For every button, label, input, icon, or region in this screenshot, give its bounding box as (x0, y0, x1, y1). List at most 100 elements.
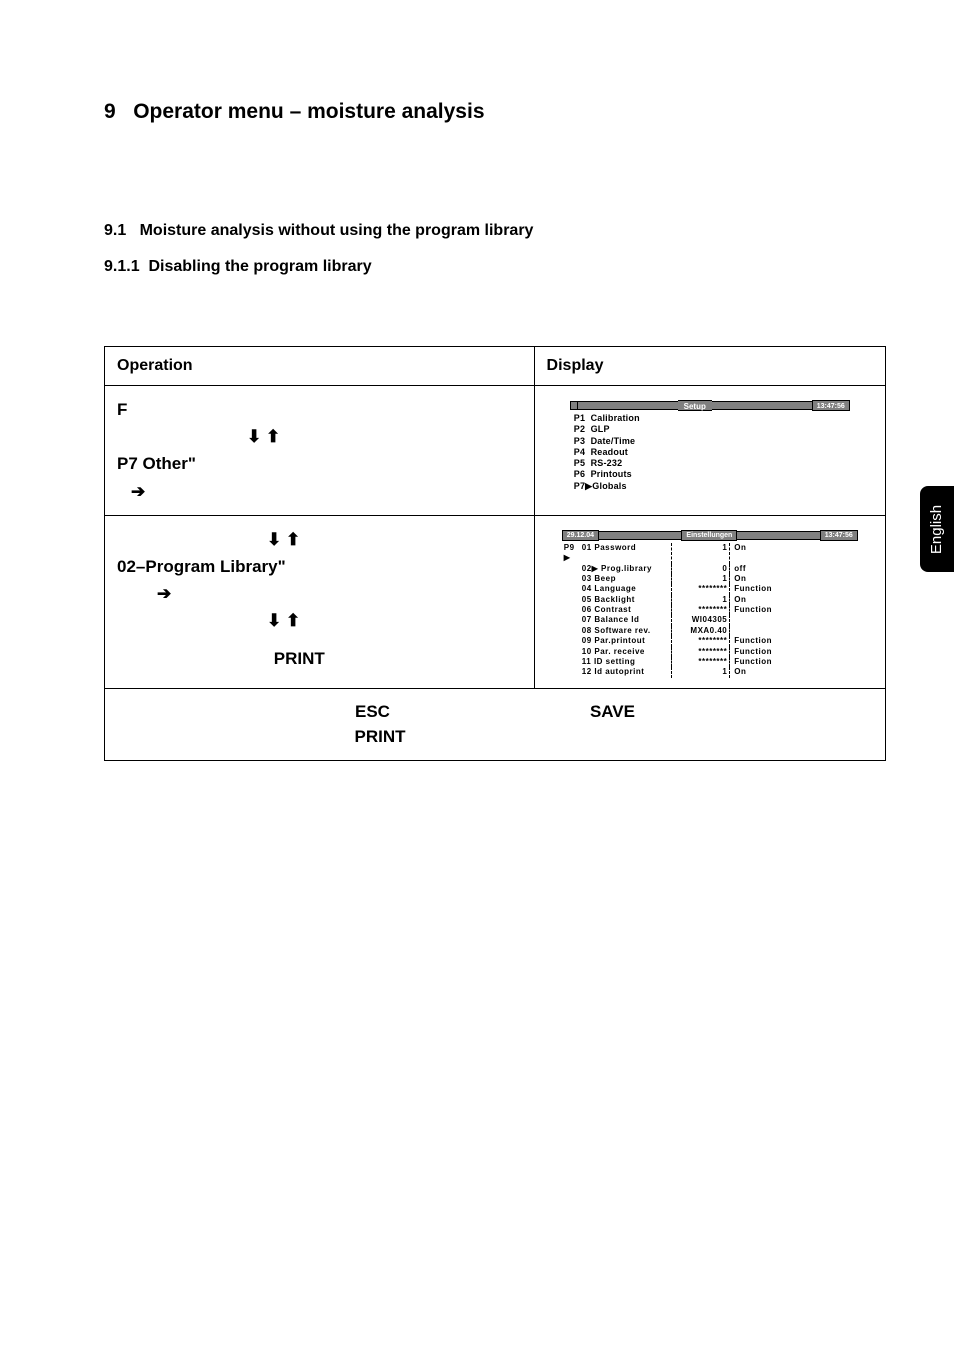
lcd2-table: P9 ▶01 Password1On02▶ Prog.library0off03… (562, 543, 858, 678)
lcd2-row: 09 Par.printout********Function (562, 636, 858, 646)
lcd2-label: 03 Beep (580, 574, 672, 584)
op3-print: PRINT (355, 727, 406, 746)
lcd2-prefix (562, 595, 580, 605)
lcd1-body: P1 Calibration P2 GLP P3 Date/Time P4 Re… (570, 411, 850, 492)
lcd2-prefix (562, 564, 580, 574)
lcd2-right (730, 615, 858, 625)
lcd2-value: 1 (672, 667, 730, 677)
lcd1-title: Setup (678, 400, 712, 411)
lcd2-right: On (730, 543, 858, 564)
lcd2-value: ******** (672, 636, 730, 646)
lcd2-row: 11 ID setting********Function (562, 657, 858, 667)
lcd2-value: ******** (672, 647, 730, 657)
lcd2-row: 08 Software rev.MXA0.40 (562, 626, 858, 636)
lcd2-title: Einstellungen (681, 530, 737, 541)
op2-arrow-right: ➔ (157, 584, 171, 603)
op3-esc: ESC (355, 699, 390, 725)
lcd2-right: On (730, 595, 858, 605)
lcd1-bar (570, 401, 578, 410)
lcd2-row: 02▶ Prog.library0off (562, 564, 858, 574)
lcd2-body: P9 ▶01 Password1On02▶ Prog.library0off03… (562, 541, 858, 678)
lcd2-row: 03 Beep1On (562, 574, 858, 584)
op2-arrows2: ⬇ ⬆ (267, 611, 300, 630)
lcd2-label: 08 Software rev. (580, 626, 672, 636)
lcd1-line: P4 Readout (574, 447, 850, 458)
lcd2-fill (599, 531, 681, 540)
lcd2-prefix (562, 657, 580, 667)
lcd2-prefix (562, 626, 580, 636)
lcd2-label: 01 Password (580, 543, 672, 564)
lcd-screen-1: Setup 13:47:56 P1 Calibration P2 GLP P3 … (570, 400, 850, 492)
lcd2-right: On (730, 574, 858, 584)
subsub-number: 9.1.1 (104, 258, 140, 275)
display-cell-1: Setup 13:47:56 P1 Calibration P2 GLP P3 … (534, 386, 885, 516)
lcd2-value: ******** (672, 584, 730, 594)
lcd2-label: 04 Language (580, 584, 672, 594)
op-cell-3: ESC SAVE PRINT (105, 688, 886, 760)
lcd2-value: ******** (672, 605, 730, 615)
subsub-title: 9.1.1 Disabling the program library (104, 258, 886, 276)
lcd2-right: Function (730, 605, 858, 615)
lcd2-row: P9 ▶01 Password1On (562, 543, 858, 564)
lcd2-row: 04 Language********Function (562, 584, 858, 594)
section-title: 9 Operator menu – moisture analysis (104, 100, 886, 124)
lcd2-right: Function (730, 657, 858, 667)
lcd1-time: 13:47:56 (812, 400, 850, 411)
col-header-display: Display (534, 347, 885, 386)
lcd2-value: ******** (672, 657, 730, 667)
lcd2-prefix (562, 667, 580, 677)
lcd2-label: 06 Contrast (580, 605, 672, 615)
lcd2-row: 12 Id autoprint1On (562, 667, 858, 677)
lcd2-time: 13:47:56 (820, 530, 858, 541)
lcd2-right (730, 626, 858, 636)
lcd2-value: MXA0.40 (672, 626, 730, 636)
lcd2-value: 1 (672, 543, 730, 564)
language-tab: English (920, 486, 954, 572)
lcd2-right: Function (730, 636, 858, 646)
op-cell-1: F ⬇ ⬆ P7 Other" ➔ (105, 386, 535, 516)
op2-arrows1: ⬇ ⬆ (267, 530, 300, 549)
col-header-operation: Operation (105, 347, 535, 386)
lcd2-prefix (562, 574, 580, 584)
display-cell-2: 29.12.04 Einstellungen 13:47:56 P9 ▶01 P… (534, 515, 885, 688)
op2-proglib: 02–Program Library" (117, 553, 522, 580)
lcd2-date: 29.12.04 (562, 530, 599, 541)
sub-title: 9.1 Moisture analysis without using the … (104, 222, 886, 240)
lcd1-bar-fill (578, 401, 678, 410)
lcd2-label: 10 Par. receive (580, 647, 672, 657)
lcd2-label: 09 Par.printout (580, 636, 672, 646)
op1-arrows: ⬇ ⬆ (247, 427, 280, 446)
lcd2-value: 0 (672, 564, 730, 574)
lcd2-right: On (730, 667, 858, 677)
operations-table: Operation Display F ⬇ ⬆ P7 Other" ➔ Setu… (104, 346, 886, 761)
op1-key-f: F (117, 396, 522, 423)
lcd2-fill (737, 531, 819, 540)
op1-p7: P7 Other" (117, 450, 522, 477)
sub-number: 9.1 (104, 222, 126, 239)
op1-arrow-right: ➔ (131, 482, 145, 501)
op3-save: SAVE (590, 699, 635, 725)
language-label: English (929, 504, 946, 553)
lcd1-line: P6 Printouts (574, 469, 850, 480)
lcd2-row: 06 Contrast********Function (562, 605, 858, 615)
lcd2-label: 05 Backlight (580, 595, 672, 605)
lcd1-line: P7▶Globals (574, 481, 850, 492)
lcd1-line: P1 Calibration (574, 413, 850, 424)
lcd2-row: 10 Par. receive********Function (562, 647, 858, 657)
lcd2-prefix: P9 ▶ (562, 543, 580, 564)
lcd2-right: Function (730, 647, 858, 657)
lcd1-line: P3 Date/Time (574, 436, 850, 447)
lcd2-prefix (562, 615, 580, 625)
subsub-title-text: Disabling the program library (148, 258, 371, 275)
lcd2-prefix (562, 636, 580, 646)
lcd2-label: 02▶ Prog.library (580, 564, 672, 574)
lcd2-value: WI04305 (672, 615, 730, 625)
lcd2-label: 11 ID setting (580, 657, 672, 667)
lcd-screen-2: 29.12.04 Einstellungen 13:47:56 P9 ▶01 P… (562, 530, 858, 678)
lcd2-label: 07 Balance Id (580, 615, 672, 625)
lcd2-prefix (562, 584, 580, 594)
op-cell-2: ⬇ ⬆ 02–Program Library" ➔ ⬇ ⬆ PRINT (105, 515, 535, 688)
lcd1-bar-fill2 (712, 401, 812, 410)
section-number: 9 (104, 100, 116, 123)
lcd1-line: P5 RS-232 (574, 458, 850, 469)
